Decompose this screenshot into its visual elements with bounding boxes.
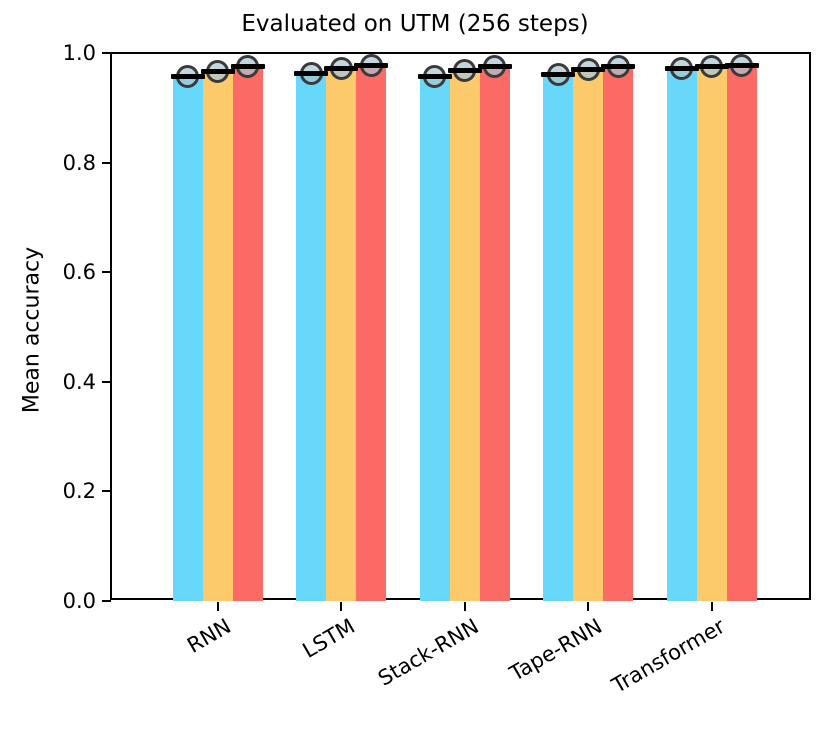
y-tick-label: 1.0: [62, 41, 96, 65]
bar-tape-rnn-series-red: [603, 66, 633, 601]
bar-lstm-series-cyan: [296, 73, 326, 601]
x-axis-tick: [710, 602, 713, 611]
y-tick-label: 0.0: [62, 589, 96, 613]
mean-line: [294, 71, 328, 77]
mean-line: [694, 64, 729, 70]
y-tick-label: 0.8: [62, 150, 96, 175]
bar-transformer-series-red: [726, 65, 757, 601]
bar-rnn-series-red: [232, 66, 263, 601]
bar-stack-rnn-series-red: [479, 66, 510, 601]
y-axis-tick: [102, 380, 111, 383]
x-tick-label-tape-rnn: Tape-RNN: [505, 614, 606, 686]
mean-line: [200, 69, 235, 75]
mean-line: [230, 64, 265, 70]
mean-line: [170, 74, 205, 80]
mean-line: [354, 63, 388, 69]
x-tick-label-rnn: RNN: [183, 614, 236, 658]
x-axis-tick: [587, 602, 589, 611]
y-axis-tick: [102, 490, 111, 493]
mean-line: [417, 73, 452, 79]
bar-lstm-series-red: [356, 65, 386, 601]
bar-stack-rnn-series-cyan: [419, 76, 450, 601]
mean-line: [324, 66, 358, 72]
bar-tape-rnn-series-orange: [573, 69, 603, 601]
y-axis-tick: [102, 271, 111, 274]
x-tick-label-lstm: LSTM: [298, 614, 359, 663]
mean-line: [724, 63, 759, 69]
bar-tape-rnn-series-cyan: [543, 74, 573, 601]
mean-line: [601, 63, 635, 69]
y-axis-tick: [102, 600, 111, 602]
bar-rnn-series-orange: [202, 71, 233, 601]
mean-line: [477, 64, 512, 70]
bar-rnn-series-cyan: [172, 76, 203, 601]
y-tick-label: 0.2: [62, 479, 96, 504]
mean-line: [541, 71, 575, 77]
x-axis-tick: [463, 602, 466, 611]
y-tick-label: 0.4: [62, 369, 96, 394]
bar-lstm-series-orange: [326, 68, 356, 601]
bar-transformer-series-cyan: [666, 68, 697, 601]
chart-title: Evaluated on UTM (256 steps): [241, 11, 589, 37]
mean-line: [664, 65, 699, 71]
x-tick-label-stack-rnn: Stack-RNN: [373, 614, 483, 691]
bar-transformer-series-orange: [696, 66, 727, 601]
x-axis-tick: [216, 602, 219, 611]
y-axis-tick: [102, 161, 111, 164]
x-tick-label-transformer: Transformer: [608, 614, 730, 698]
mean-line: [447, 68, 482, 74]
x-axis-tick: [340, 602, 342, 611]
y-tick-label: 0.6: [62, 260, 96, 285]
bar-stack-rnn-series-orange: [449, 70, 480, 601]
mean-line: [571, 66, 605, 72]
y-axis-tick: [102, 52, 111, 54]
